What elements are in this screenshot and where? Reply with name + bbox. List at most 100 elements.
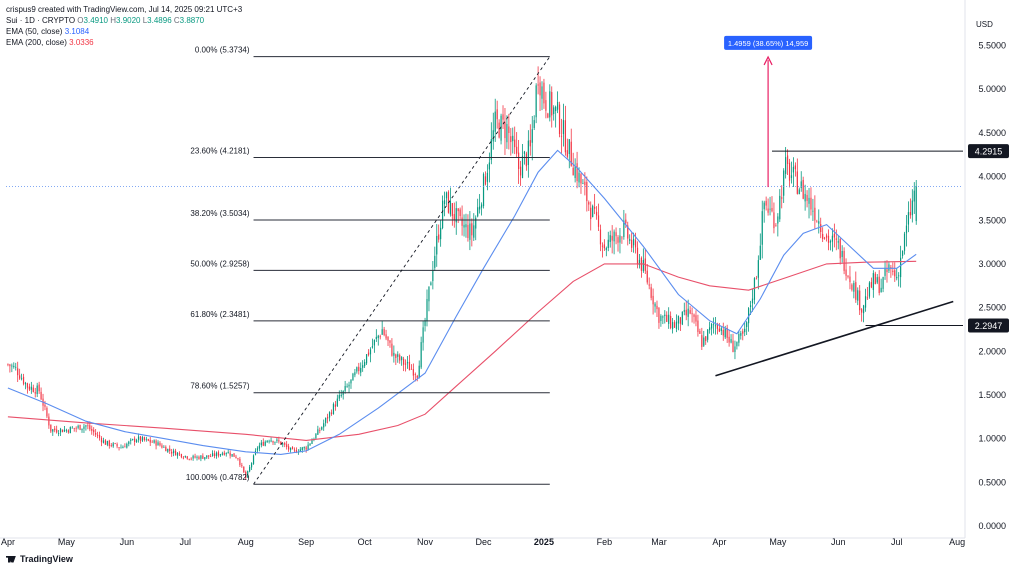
candle [488, 162, 490, 170]
candle [157, 442, 159, 446]
candle [716, 324, 719, 329]
candle [124, 446, 126, 448]
candle [365, 354, 368, 364]
candle [765, 200, 767, 206]
candle [346, 386, 348, 387]
candle [330, 412, 333, 415]
candle [806, 194, 808, 201]
ema50-label: EMA (50, close) [6, 27, 63, 36]
tradingview-logo[interactable]: TradingView [6, 554, 73, 564]
candle [110, 445, 112, 447]
candle [410, 368, 413, 370]
fib-level-label: 0.00% (5.3734) [195, 46, 250, 55]
candle [219, 454, 222, 456]
candle [892, 270, 894, 272]
support-label: 2.2947 [975, 321, 1003, 331]
x-tick-label: Jul [180, 537, 192, 547]
candle [403, 358, 405, 365]
candle [845, 269, 847, 276]
candle [126, 443, 128, 448]
candle [625, 219, 627, 224]
candle [338, 395, 340, 399]
candle [584, 181, 586, 186]
x-tick-label: Aug [238, 537, 254, 547]
candle [523, 151, 526, 155]
candle [377, 335, 379, 339]
candle [465, 224, 467, 228]
candle [668, 314, 670, 324]
fib-level-label: 78.60% (1.5257) [190, 382, 249, 391]
candle [276, 439, 278, 442]
fibonacci-retracement: 0.00% (5.3734) 23.60% (4.2181) 38.20% (3.5… [186, 46, 551, 485]
candle [239, 458, 241, 465]
candle [822, 233, 824, 240]
symbol-name[interactable]: Sui · 1D · CRYPTO [6, 16, 76, 25]
candle [907, 212, 910, 225]
candle [332, 403, 335, 414]
candle [186, 456, 188, 459]
candle [315, 433, 317, 439]
candle [500, 115, 502, 141]
candle [356, 367, 358, 372]
candle [48, 416, 50, 426]
candle [54, 428, 56, 431]
candle [334, 404, 336, 407]
candle [163, 446, 165, 448]
candle [504, 122, 506, 139]
candle [325, 417, 327, 423]
candle [576, 163, 578, 182]
candle [884, 268, 886, 276]
candle [24, 382, 27, 385]
candle [851, 284, 853, 290]
candle [202, 455, 204, 459]
candle [519, 166, 522, 176]
candle [278, 440, 280, 442]
y-tick-label: 5.0000 [978, 84, 1006, 94]
candle [200, 455, 202, 459]
y-axis: 0.0000 0.5000 1.0000 1.5000 2.0000 2.5000 3.00… [976, 20, 1006, 531]
candle [693, 314, 695, 317]
candle [430, 282, 432, 286]
candle [609, 235, 611, 242]
candle [418, 365, 420, 379]
candle [373, 339, 375, 346]
candle [274, 441, 276, 443]
candle [679, 317, 681, 324]
chart-legend: crispus9 created with TradingView.com, J… [6, 4, 242, 48]
candle [849, 276, 851, 283]
candle [802, 179, 804, 199]
candle [820, 224, 822, 232]
candle [155, 440, 157, 446]
candle [629, 239, 631, 241]
candle [862, 305, 865, 314]
candle [455, 208, 457, 223]
candle [22, 376, 25, 384]
candle [650, 287, 652, 298]
candle [321, 427, 323, 430]
candle [389, 340, 391, 343]
candle [537, 84, 539, 86]
candle [594, 206, 596, 209]
candle [40, 391, 42, 400]
candle [406, 361, 409, 364]
candle [496, 109, 498, 120]
ema50-row[interactable]: EMA (50, close) 3.1084 [6, 26, 242, 37]
candle [695, 315, 697, 322]
candle [502, 114, 504, 120]
candle [857, 290, 859, 301]
candle [247, 471, 249, 478]
ema200-row[interactable]: EMA (200, close) 3.0336 [6, 37, 242, 48]
candle [75, 427, 77, 429]
candle [553, 107, 555, 114]
candle [98, 435, 101, 438]
candle [7, 364, 9, 365]
candle [508, 126, 510, 134]
candle [52, 429, 54, 432]
ohlc-close: 3.8870 [179, 16, 205, 25]
candle [701, 335, 703, 347]
candle [597, 215, 600, 227]
candle [763, 202, 765, 210]
candle [61, 429, 64, 433]
